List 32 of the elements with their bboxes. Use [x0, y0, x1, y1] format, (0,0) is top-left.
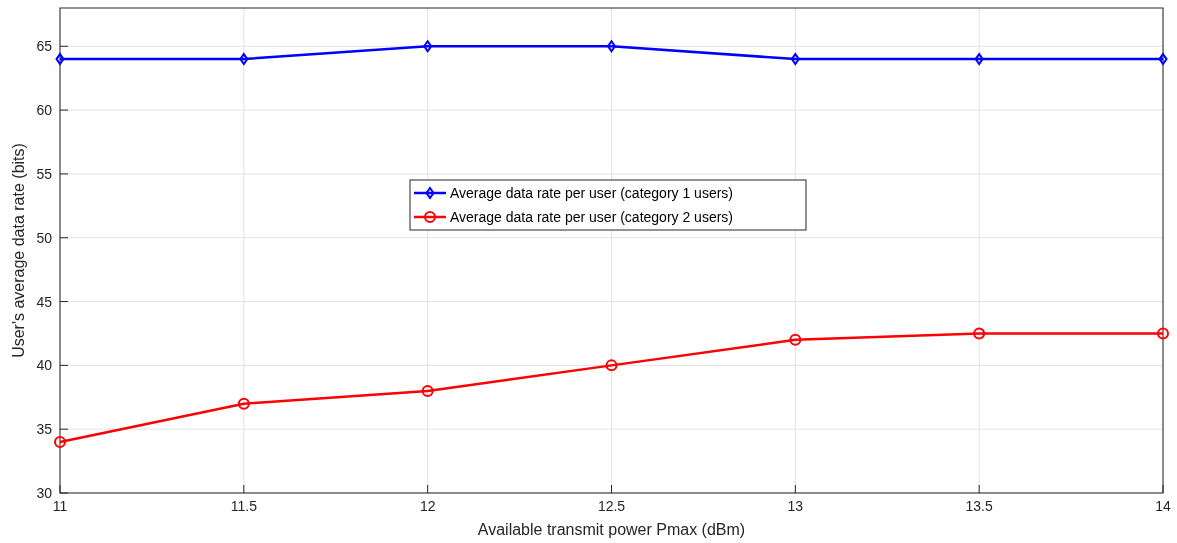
point: [239, 53, 249, 66]
y-tick-label: 40: [36, 357, 53, 374]
point: [974, 53, 984, 66]
point: [55, 53, 65, 66]
point: [790, 53, 800, 66]
x-axis-title: Available transmit power Pmax (dBm): [477, 521, 746, 538]
point: [789, 333, 802, 346]
y-tick-label: 60: [36, 102, 53, 119]
x-tick-label: 14: [1155, 498, 1171, 514]
x-tick-label: 13: [787, 498, 804, 514]
y-tick-label: 55: [36, 165, 53, 182]
x-tick-label: 11: [52, 498, 68, 514]
x-tick-label: 13.5: [965, 498, 993, 514]
point: [423, 40, 433, 53]
point: [973, 327, 986, 340]
y-tick-label: 50: [36, 229, 53, 246]
point: [1158, 53, 1168, 66]
legend-label: Average data rate per user (category 1 users): [450, 185, 734, 201]
point: [421, 384, 434, 397]
x-tick-label: 12.5: [597, 498, 626, 514]
point: [605, 359, 618, 372]
point: [54, 435, 66, 448]
y-tick-label: 30: [36, 485, 53, 501]
y-axis-title: User's average data rate (bits): [10, 143, 27, 358]
x-tick-label: 12: [419, 498, 436, 514]
y-tick-label: 45: [36, 293, 53, 310]
y-tick-label: 35: [36, 421, 53, 438]
point: [1157, 327, 1169, 340]
point: [237, 397, 250, 410]
legend-label: Average data rate per user (category 2 users): [450, 209, 734, 225]
y-tick-label: 65: [36, 38, 53, 55]
x-tick-label: 11.5: [230, 498, 258, 514]
